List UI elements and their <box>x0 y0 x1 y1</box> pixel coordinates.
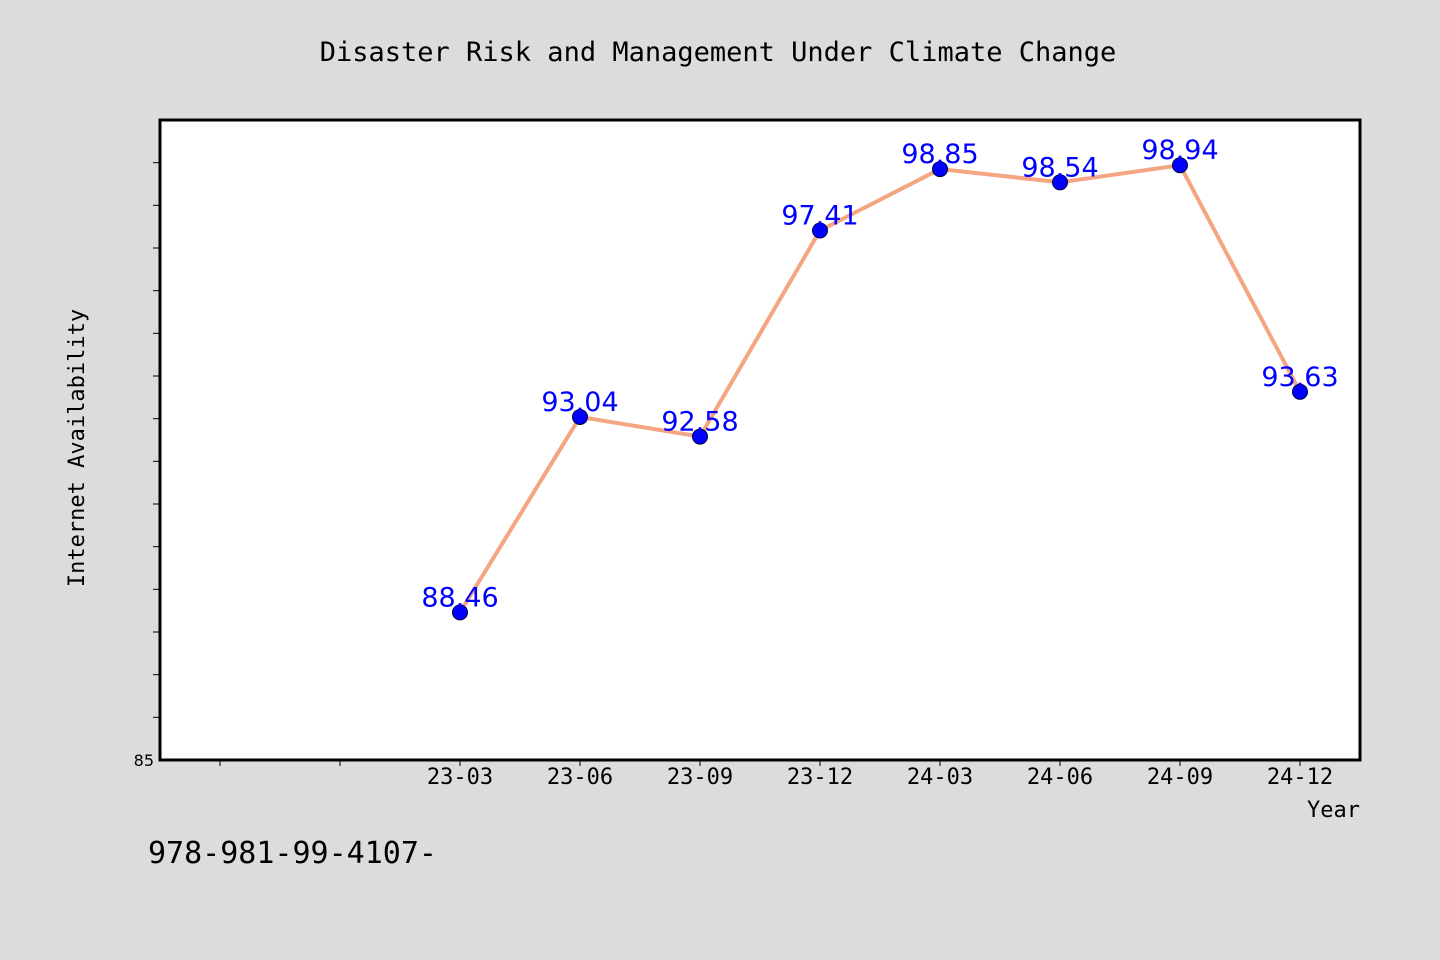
data-label: 98.94 <box>1141 135 1218 166</box>
data-label: 93.04 <box>541 387 618 418</box>
x-tick-label: 24-03 <box>907 765 973 790</box>
x-axis-label: Year <box>1307 798 1360 823</box>
data-point <box>812 222 828 239</box>
x-tick-label: 24-06 <box>1027 765 1093 790</box>
x-tick-label: 23-12 <box>787 765 853 790</box>
series-layer <box>452 157 1308 621</box>
data-point <box>932 161 948 178</box>
x-tick-label: 23-06 <box>547 765 613 790</box>
data-label: 92.58 <box>661 407 738 438</box>
series-line <box>458 163 1302 614</box>
x-tick-label: 24-12 <box>1267 765 1333 790</box>
data-label: 98.54 <box>1021 152 1098 183</box>
data-label: 98.85 <box>901 139 978 170</box>
x-tick-label: 23-03 <box>427 765 493 790</box>
data-point <box>692 428 708 445</box>
data-point <box>572 408 588 425</box>
footnote: 978-981-99-4107- <box>148 836 437 871</box>
data-point <box>1052 174 1068 191</box>
y-tick-label: 85 <box>134 751 154 770</box>
plot-frame <box>158 118 1362 762</box>
chart-title: Disaster Risk and Management Under Clima… <box>320 37 1117 68</box>
plot-area <box>160 120 1360 760</box>
data-point <box>452 604 468 621</box>
data-label: 93.63 <box>1261 362 1338 393</box>
x-tick-label: 24-09 <box>1147 765 1213 790</box>
x-tick-label: 23-09 <box>667 765 733 790</box>
data-label: 88.46 <box>421 582 498 613</box>
data-point <box>1172 157 1188 174</box>
data-point <box>1292 383 1308 400</box>
tick-labels: 85 23-03 23-06 23-09 23-12 24-03 24-06 24-09 24-… <box>134 135 1339 790</box>
y-axis-label: Internet Availability <box>65 309 90 587</box>
data-label: 97.41 <box>781 201 858 232</box>
